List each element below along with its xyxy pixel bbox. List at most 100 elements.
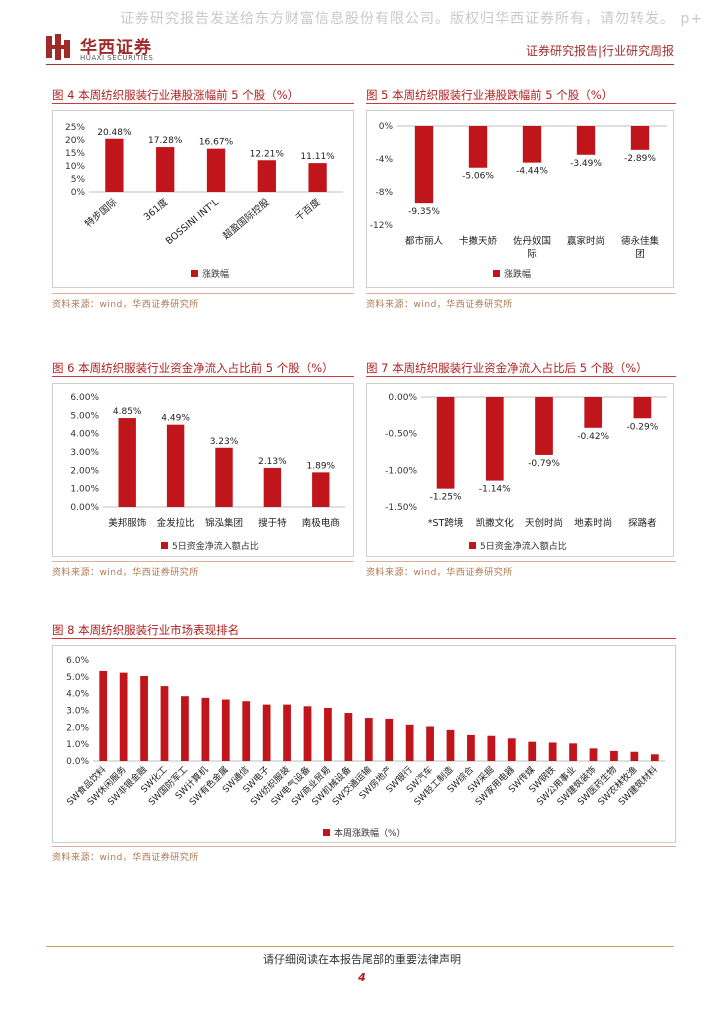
fig7-category-label: *ST跨境 xyxy=(428,517,464,529)
fig4-title-rule xyxy=(52,103,354,104)
fig8-title: 图 8 本周纺织服装行业市场表现排名 xyxy=(52,623,240,637)
fig6-bar xyxy=(215,447,233,507)
fig6-data-label: 2.13% xyxy=(258,457,287,467)
fig7-category-label: 凯撒文化 xyxy=(476,517,515,529)
fig6-ytick: 5.00% xyxy=(70,411,99,421)
fig4-bar xyxy=(257,160,276,192)
fig7-chart: 0.00% -0.50% -1.00% -1.50% -1.25% *ST跨境 -1.14%… xyxy=(366,383,674,557)
fig7-data-label: -0.42% xyxy=(577,432,609,442)
footer-disclaimer: 请仔细阅读在本报告尾部的重要法律声明 xyxy=(263,953,461,966)
fig8-bar xyxy=(303,706,312,761)
fig4-bar xyxy=(206,148,226,192)
fig8-bar xyxy=(610,750,618,761)
fig5-ytick: -4% xyxy=(375,155,393,165)
fig4-ytick: 20% xyxy=(65,136,85,146)
fig6-data-label: 4.85% xyxy=(113,407,142,417)
fig5-data-label: -5.06% xyxy=(462,172,494,182)
fig4-category-label: 超盈国际控股 xyxy=(220,196,272,242)
fig6-chart: 6.00% 5.00% 4.00% 3.00% 2.00% 1.00% 0.00% 4.85%… xyxy=(52,383,354,557)
fig8-bar xyxy=(242,701,251,761)
fig8-bar xyxy=(283,704,291,761)
fig4-source-rule xyxy=(52,293,354,294)
fig4-title: 图 4 本周纺织服装行业港股涨幅前 5 个股（%） xyxy=(52,88,300,102)
fig5-category-label: 团 xyxy=(635,249,645,260)
fig5-bar xyxy=(414,126,434,204)
fig7-ytick: -1.00% xyxy=(385,466,417,476)
fig5-data-label: -3.49% xyxy=(570,159,602,169)
fig8-bar xyxy=(140,675,148,761)
fig4-category-label: 361度 xyxy=(141,196,170,223)
fig8-bar xyxy=(364,718,373,761)
fig8-bar xyxy=(467,734,475,761)
fig7-category-label: 天创时尚 xyxy=(525,517,563,529)
fig8-bar xyxy=(507,738,516,761)
fig8-bar xyxy=(630,751,639,761)
fig4-category-label: BOSSINI INT'L xyxy=(164,196,222,247)
fig6-bar xyxy=(166,424,185,507)
fig7-category-label: 地素时尚 xyxy=(574,517,612,529)
fig5-source-rule xyxy=(366,293,676,294)
fig5-ytick: 0% xyxy=(379,122,394,132)
fig5-data-label: -2.89% xyxy=(624,154,656,164)
fig6-category-label: 南极电商 xyxy=(302,517,340,529)
fig8-bar xyxy=(262,704,271,761)
page-number: 4 xyxy=(358,971,366,984)
fig5-bar xyxy=(576,126,596,155)
fig8-source: 资料来源：wind，华西证券研究所 xyxy=(52,853,199,863)
fig4-ytick: 15% xyxy=(65,149,85,159)
fig5-bar xyxy=(468,126,488,168)
fig7-category-label: 探路者 xyxy=(628,517,657,529)
fig4-ytick: 25% xyxy=(65,123,85,133)
fig6-ytick: 1.00% xyxy=(70,485,99,495)
fig6-category-label: 锦泓集团 xyxy=(205,517,243,529)
fig6-ytick: 4.00% xyxy=(70,430,99,440)
fig4-bar xyxy=(156,147,175,192)
fig7-bar xyxy=(584,397,603,428)
fig7-data-label: -1.14% xyxy=(479,485,511,495)
fig6-ytick: 6.00% xyxy=(70,393,99,403)
fig6-title-rule xyxy=(52,376,354,377)
fig4-bar xyxy=(308,163,327,192)
fig6-data-label: 4.49% xyxy=(161,414,190,424)
fig5-legend-swatch xyxy=(493,270,500,277)
fig8-bar xyxy=(181,696,189,761)
fig6-category-label: 金发拉比 xyxy=(157,517,195,529)
fig6-legend-label: 5日资金净流入额占比 xyxy=(172,540,259,552)
fig4-legend-label: 涨跌幅 xyxy=(202,268,229,280)
fig4-category-label: 千百度 xyxy=(293,196,323,224)
fig8-ytick: 0.0% xyxy=(66,757,89,767)
fig8-bar xyxy=(385,718,394,761)
fig5-bar xyxy=(630,126,650,150)
fig8-bar xyxy=(569,743,577,761)
fig5-category-label: 际 xyxy=(527,249,537,260)
fig4-data-label: 12.21% xyxy=(250,149,285,159)
fig8-bar xyxy=(487,735,496,761)
fig8-ytick: 5.0% xyxy=(66,673,89,683)
fig8-bar xyxy=(201,697,210,761)
fig8-bar xyxy=(405,724,414,761)
fig8-ytick: 1.0% xyxy=(66,740,89,750)
fig5-chart: 0% -4% -8% -12% -9.35% 都市丽人 -5.06% 卡撒天娇 -4.44% 佐丹… xyxy=(366,110,674,288)
header-divider xyxy=(46,64,674,65)
fig4-data-label: 11.11% xyxy=(300,152,335,162)
fig5-category-label: 佐丹奴国 xyxy=(513,235,551,247)
fig7-title-rule xyxy=(366,376,676,377)
fig6-source-rule xyxy=(52,561,354,562)
fig4-legend-swatch xyxy=(191,270,198,277)
fig5-title-rule xyxy=(366,103,676,104)
fig8-chart: 6.0% 5.0% 4.0% 3.0% 2.0% 1.0% 0.0% SW食品饮料 SW休闲服务… xyxy=(52,645,676,843)
fig6-bar xyxy=(312,472,330,507)
fig8-source-rule xyxy=(52,846,676,847)
fig4-ytick: 10% xyxy=(65,162,85,172)
fig8-ytick: 2.0% xyxy=(66,723,89,733)
fig5-ytick: -8% xyxy=(375,188,393,198)
fig6-category-label: 搜于特 xyxy=(258,517,287,529)
fig7-source: 资料来源：wind，华西证券研究所 xyxy=(366,568,513,578)
fig7-bar xyxy=(485,397,504,481)
fig7-bar xyxy=(436,397,455,489)
fig8-bar xyxy=(589,748,598,761)
fig6-source: 资料来源：wind，华西证券研究所 xyxy=(52,568,199,578)
watermark-text: 证券研究报告发送给东方财富信息股份有限公司。版权归华西证券所有，请勿转发。 p+ xyxy=(120,11,704,27)
fig8-bar xyxy=(650,754,659,761)
fig8-ytick: 4.0% xyxy=(66,690,89,700)
